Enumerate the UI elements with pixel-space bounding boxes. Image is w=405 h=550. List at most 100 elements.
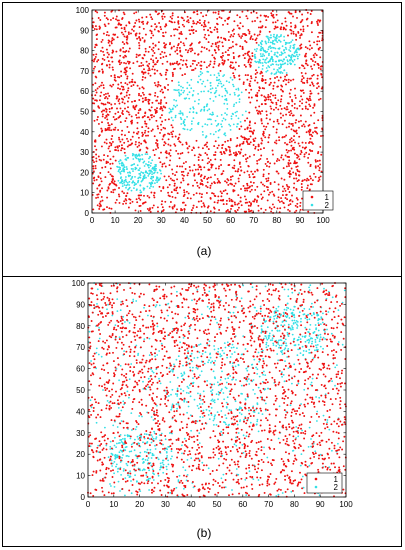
point-series-1: [199, 183, 202, 186]
point-series-1: [309, 128, 312, 131]
point-series-2: [311, 377, 314, 380]
point-series-1: [213, 28, 216, 31]
point-series-1: [101, 115, 104, 118]
y-tick-label: 0: [85, 209, 90, 218]
point-series-1: [100, 127, 103, 130]
point-series-1: [237, 55, 240, 58]
point-series-2: [199, 343, 202, 345]
point-series-2: [214, 377, 217, 380]
point-series-2: [113, 444, 116, 447]
point-series-1: [167, 334, 170, 336]
point-series-1: [276, 118, 279, 121]
point-series-1: [309, 99, 312, 102]
point-series-2: [118, 160, 120, 163]
point-series-2: [237, 95, 240, 97]
point-series-1: [280, 26, 283, 29]
point-series-1: [321, 466, 324, 469]
point-series-1: [240, 125, 243, 128]
point-series-1: [197, 53, 200, 56]
point-series-1: [269, 112, 272, 115]
point-series-2: [292, 449, 295, 452]
point-series-1: [192, 207, 194, 209]
point-series-1: [335, 387, 338, 390]
point-series-2: [204, 351, 207, 354]
point-series-1: [142, 64, 145, 67]
point-series-1: [227, 412, 230, 415]
point-series-1: [278, 381, 281, 384]
point-series-1: [122, 11, 125, 14]
point-series-2: [186, 411, 189, 414]
point-series-1: [194, 67, 197, 70]
point-series-1: [149, 93, 152, 96]
point-series-2: [145, 442, 148, 444]
point-series-1: [182, 59, 185, 62]
point-series-2: [276, 41, 279, 43]
point-series-1: [312, 131, 314, 134]
point-series-1: [313, 111, 316, 114]
point-series-1: [141, 368, 143, 371]
point-series-1: [147, 127, 150, 130]
point-series-2: [180, 89, 183, 92]
point-series-1: [317, 85, 320, 88]
point-series-1: [267, 315, 269, 318]
point-series-1: [274, 94, 277, 97]
point-series-1: [221, 45, 224, 48]
point-series-1: [140, 433, 143, 436]
point-series-1: [105, 304, 107, 306]
point-series-1: [177, 328, 179, 331]
point-series-1: [261, 183, 264, 186]
point-series-1: [92, 170, 95, 173]
point-series-1: [159, 72, 162, 75]
point-series-2: [319, 333, 322, 336]
point-series-1: [150, 129, 153, 132]
point-series-1: [224, 51, 227, 54]
point-series-1: [261, 110, 264, 113]
point-series-1: [138, 444, 141, 447]
point-series-1: [155, 57, 158, 60]
point-series-1: [319, 68, 322, 71]
point-series-2: [130, 164, 133, 167]
point-series-1: [209, 26, 212, 29]
point-series-1: [112, 83, 115, 86]
point-series-2: [199, 374, 201, 377]
point-series-1: [199, 175, 202, 178]
point-series-1: [300, 71, 303, 74]
point-series-1: [94, 164, 97, 167]
point-series-1: [217, 195, 220, 198]
point-series-2: [237, 89, 240, 91]
point-series-2: [303, 313, 306, 316]
point-series-2: [134, 168, 137, 171]
point-series-1: [120, 81, 123, 84]
point-series-1: [274, 384, 277, 387]
point-series-2: [176, 290, 178, 293]
point-series-2: [282, 63, 284, 66]
point-series-1: [177, 401, 180, 404]
point-series-1: [249, 415, 252, 418]
point-series-1: [168, 205, 171, 208]
point-series-2: [231, 378, 234, 381]
point-series-1: [203, 205, 206, 208]
point-series-1: [197, 163, 200, 166]
point-series-2: [213, 348, 216, 351]
point-series-1: [169, 201, 172, 203]
point-series-1: [135, 56, 138, 59]
point-series-2: [149, 477, 152, 480]
point-series-1: [136, 461, 139, 464]
point-series-1: [134, 34, 137, 37]
point-series-2: [211, 360, 214, 363]
point-series-1: [177, 136, 180, 139]
point-series-1: [253, 340, 256, 343]
point-series-2: [148, 164, 150, 166]
point-series-2: [169, 108, 172, 111]
point-series-2: [315, 344, 317, 347]
point-series-2: [134, 154, 137, 157]
point-series-1: [206, 186, 209, 189]
point-series-1: [247, 165, 250, 168]
point-series-1: [116, 107, 118, 110]
point-series-1: [266, 122, 269, 125]
point-series-2: [197, 407, 200, 410]
legend-marker-2: [310, 203, 314, 207]
point-series-1: [100, 40, 103, 43]
point-series-1: [171, 179, 174, 182]
point-series-1: [133, 335, 136, 338]
